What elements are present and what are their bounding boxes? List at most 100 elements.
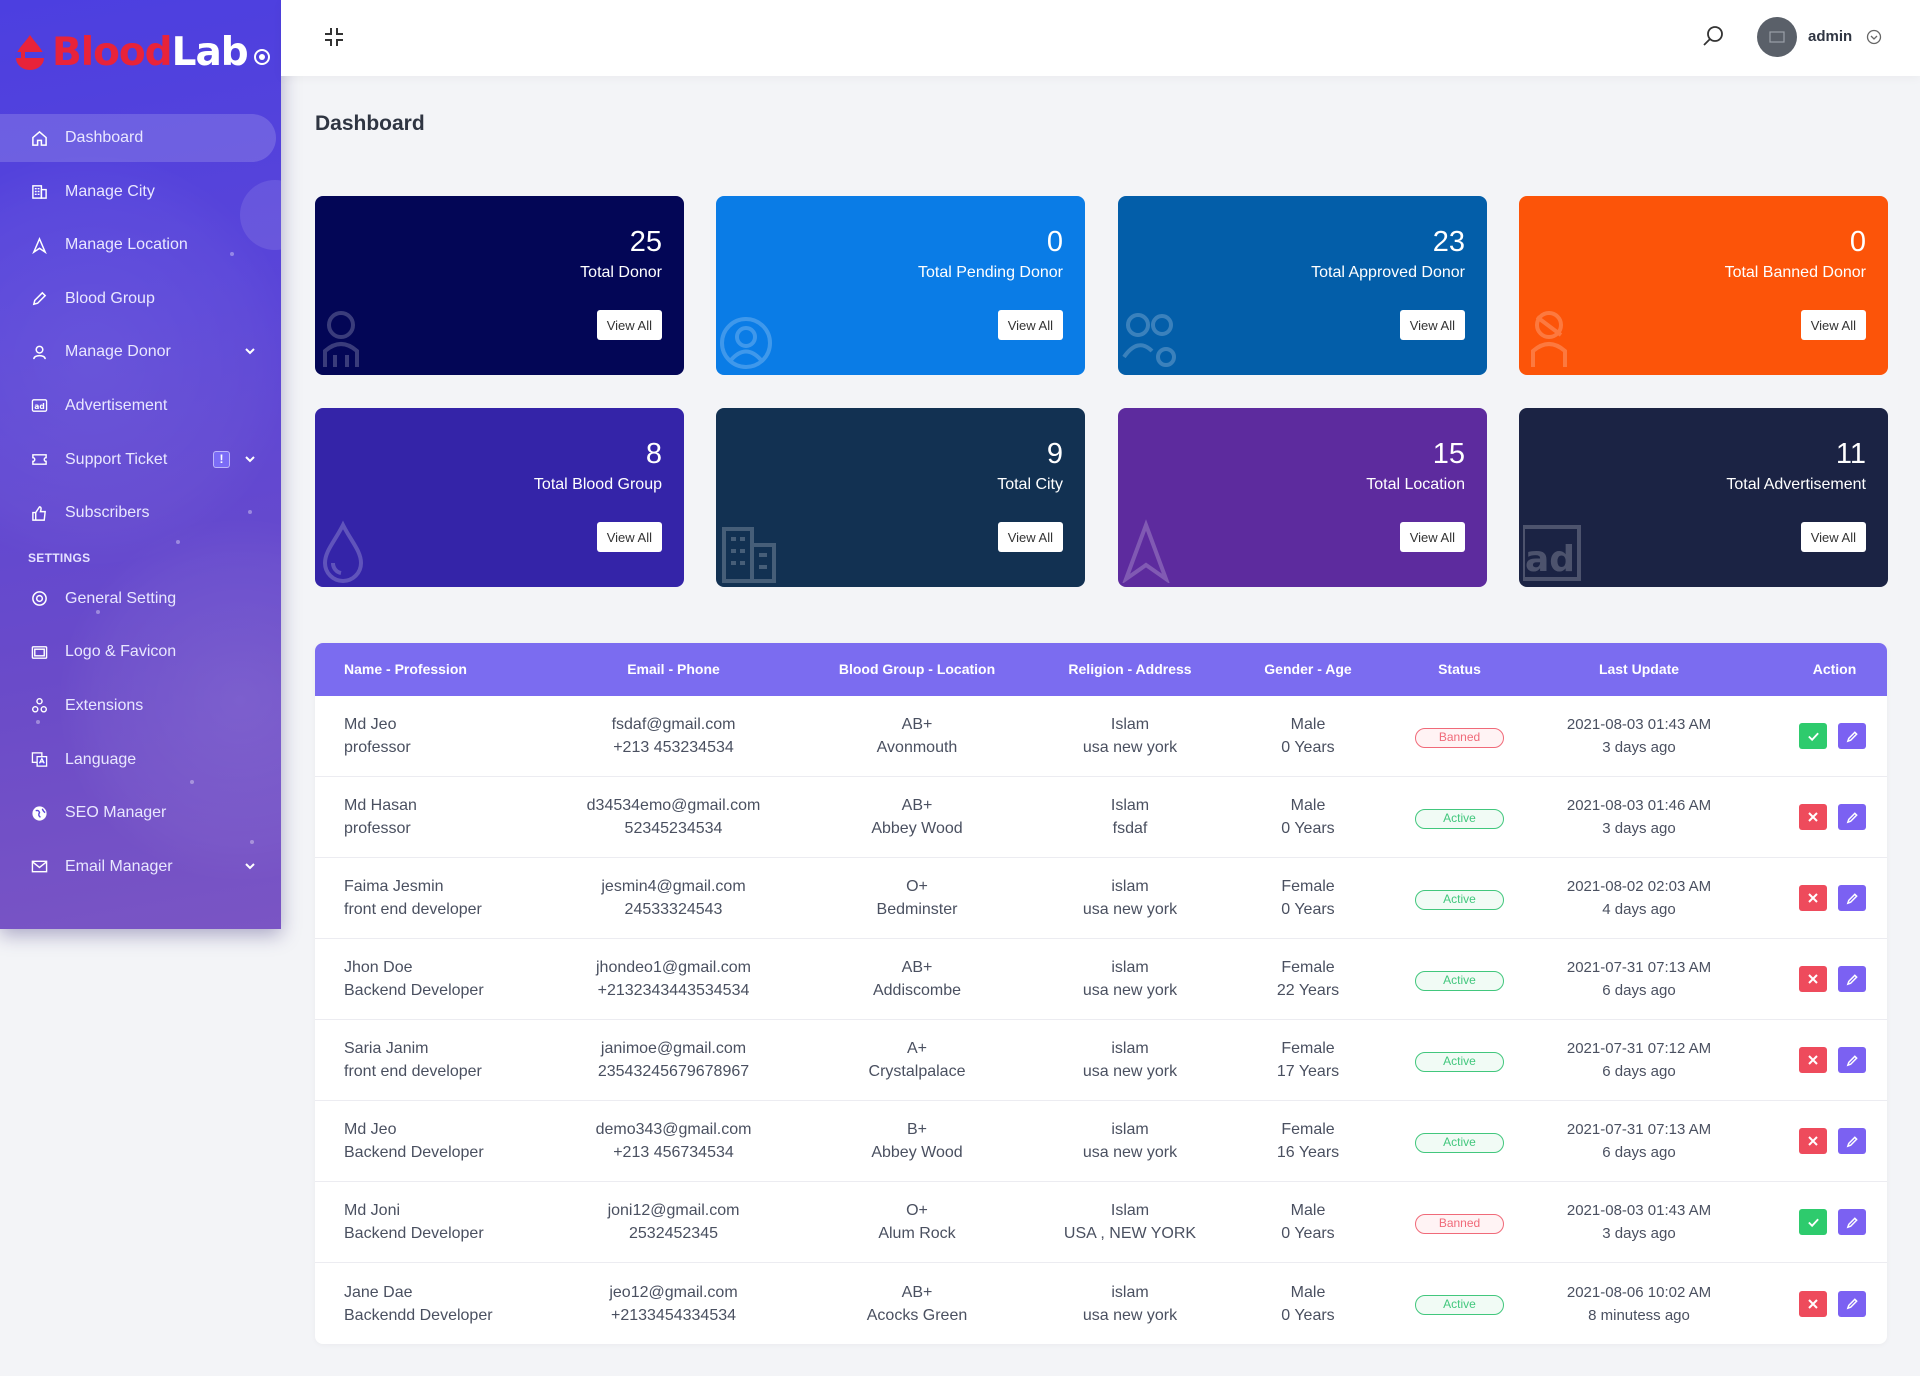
status-cell: Active — [1393, 887, 1526, 910]
donor-location: Addiscombe — [872, 982, 962, 999]
donor-profession: professor — [344, 820, 411, 837]
sidebar-item-general-setting[interactable]: General Setting — [0, 575, 281, 623]
stat-card-total-donor: 25 Total Donor View All — [315, 196, 684, 375]
donor-blood-group: AB+ — [901, 797, 933, 814]
donor-profession: Backend Developer — [344, 982, 484, 999]
sidebar-item-logo-favicon[interactable]: Logo & Favicon — [0, 628, 281, 676]
sidebar-item-manage-city[interactable]: Manage City — [0, 168, 281, 216]
status-cell: Banned — [1393, 725, 1526, 748]
donor-age: 0 Years — [1281, 901, 1335, 918]
blood-location-cell: B+ Abbey Wood — [797, 1118, 1037, 1164]
donor-age: 0 Years — [1281, 1225, 1335, 1242]
ban-button[interactable] — [1799, 1128, 1827, 1154]
ban-button[interactable] — [1799, 885, 1827, 911]
view-all-button[interactable]: View All — [1399, 310, 1465, 340]
view-all-button[interactable]: View All — [1800, 310, 1866, 340]
donor-email: joni12@gmail.com — [607, 1202, 740, 1219]
activate-button[interactable] — [1799, 723, 1827, 749]
status-cell: Active — [1393, 1292, 1526, 1315]
donor-address: usa new york — [1082, 982, 1178, 999]
blood-location-cell: AB+ Abbey Wood — [797, 794, 1037, 840]
religion-address-cell: islam usa new york — [1037, 875, 1223, 921]
close-icon — [1808, 893, 1818, 903]
settings-circle-icon — [30, 590, 48, 608]
view-all-button[interactable]: View All — [1800, 522, 1866, 552]
table-row: Saria Janim front end developer janimoe@… — [315, 1020, 1887, 1101]
edit-button[interactable] — [1838, 885, 1866, 911]
donor-address: usa new york — [1082, 1144, 1178, 1161]
edit-button[interactable] — [1838, 804, 1866, 830]
avatar[interactable] — [1757, 17, 1797, 57]
ban-button[interactable] — [1799, 966, 1827, 992]
sidebar-item-support-ticket[interactable]: Support Ticket ! — [0, 436, 281, 484]
status-badge: Active — [1415, 1295, 1504, 1315]
sidebar-item-manage-location[interactable]: Manage Location — [0, 221, 281, 269]
donor-email: janimoe@gmail.com — [600, 1040, 747, 1057]
sidebar-item-label: Email Manager — [65, 857, 173, 875]
home-icon — [30, 129, 48, 147]
city-icon — [30, 183, 48, 201]
donor-gender: Female — [1281, 1040, 1335, 1057]
chevron-down-icon — [245, 348, 255, 355]
donor-religion: islam — [1111, 1283, 1149, 1301]
edit-button[interactable] — [1838, 723, 1866, 749]
edit-button[interactable] — [1838, 1047, 1866, 1073]
activate-button[interactable] — [1799, 1209, 1827, 1235]
view-all-button[interactable]: View All — [1399, 522, 1465, 552]
logo-text-blood: Blood — [52, 29, 173, 75]
donor-phone: 2532452345 — [629, 1225, 718, 1242]
column-header: Email - Phone — [627, 661, 720, 677]
view-all-button[interactable]: View All — [596, 310, 662, 340]
close-icon — [1808, 1055, 1818, 1065]
logo-text: BloodLab — [52, 29, 249, 75]
ban-button[interactable] — [1799, 1047, 1827, 1073]
sidebar-item-email-manager[interactable]: Email Manager — [0, 843, 281, 891]
sidebar-item-seo-manager[interactable]: SEO Manager — [0, 789, 281, 837]
app-logo[interactable]: BloodLab — [10, 22, 270, 82]
sidebar-item-subscribers[interactable]: Subscribers — [0, 489, 281, 537]
pencil-icon — [30, 290, 48, 308]
sidebar-item-advertisement[interactable]: ad Advertisement — [0, 382, 281, 430]
stat-value: 23 — [1432, 226, 1465, 258]
donor-name: Md Jeo — [344, 1121, 397, 1138]
ban-button[interactable] — [1799, 1290, 1827, 1317]
last-update-relative: 3 days ago — [1602, 739, 1676, 756]
view-all-button[interactable]: View All — [997, 310, 1063, 340]
admin-username[interactable]: admin — [1808, 28, 1853, 45]
edit-button[interactable] — [1838, 1290, 1866, 1317]
edit-button[interactable] — [1838, 1128, 1866, 1154]
donor-gender: Female — [1281, 878, 1335, 895]
view-all-button[interactable]: View All — [997, 522, 1063, 552]
table-row: Jane Dae Backendd Developer jeo12@gmail.… — [315, 1263, 1887, 1344]
sidebar-item-extensions[interactable]: Extensions — [0, 682, 281, 730]
donor-email: jhondeo1@gmail.com — [596, 959, 751, 976]
table-row: Faima Jesmin front end developer jesmin4… — [315, 858, 1887, 939]
stat-label: Total Advertisement — [1726, 476, 1866, 493]
donor-profession: Backend Developer — [344, 1225, 484, 1242]
stat-card-total-approved-donor: 23 Total Approved Donor View All — [1118, 196, 1487, 375]
last-update-cell: 2021-07-31 07:13 AM 6 days ago — [1526, 956, 1752, 1002]
chevron-down-icon — [245, 455, 255, 462]
blood-location-cell: AB+ Acocks Green — [797, 1281, 1037, 1327]
edit-button[interactable] — [1838, 1209, 1866, 1235]
sidebar-item-blood-group[interactable]: Blood Group — [0, 275, 281, 323]
ban-button[interactable] — [1799, 804, 1827, 830]
chevron-down-circle-icon[interactable] — [1866, 29, 1882, 45]
name-profession-cell: Saria Janim front end developer — [315, 1037, 550, 1083]
collapse-icon[interactable] — [323, 26, 345, 48]
donor-email: d34534emo@gmail.com — [586, 797, 761, 814]
view-all-button[interactable]: View All — [596, 522, 662, 552]
sidebar-item-label: Manage City — [65, 182, 155, 200]
donor-phone: 24533324543 — [624, 901, 723, 918]
sidebar-item-dashboard[interactable]: Dashboard — [0, 114, 276, 162]
name-profession-cell: Jhon Doe Backend Developer — [315, 956, 550, 1002]
edit-button[interactable] — [1838, 966, 1866, 992]
email-phone-cell: janimoe@gmail.com 23543245679678967 — [550, 1037, 797, 1083]
sidebar-item-manage-donor[interactable]: Manage Donor — [0, 328, 281, 376]
search-icon[interactable] — [1701, 24, 1725, 48]
donor-gender: Male — [1290, 1202, 1326, 1219]
donor-address: usa new york — [1082, 1063, 1178, 1080]
last-update-date: 2021-08-06 10:02 AM — [1566, 1283, 1712, 1301]
sidebar-item-language[interactable]: Language — [0, 736, 281, 784]
stat-card-total-banned-donor: 0 Total Banned Donor View All — [1519, 196, 1888, 375]
